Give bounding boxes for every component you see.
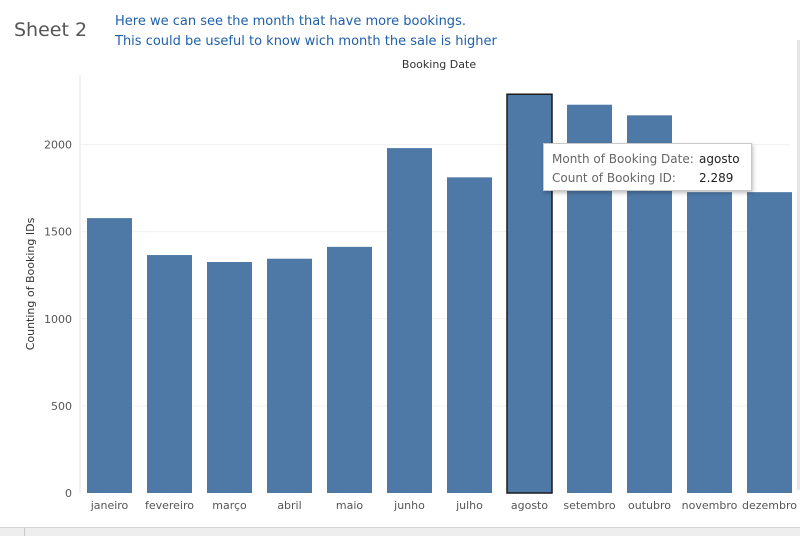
x-tick-label: julho <box>455 499 483 512</box>
x-tick-label: agosto <box>511 499 548 512</box>
tooltip-row-month: Month of Booking Date: agosto <box>552 150 743 169</box>
y-tick-label: 0 <box>65 487 72 500</box>
bar-12[interactable] <box>747 192 792 493</box>
x-tick-label: janeiro <box>90 499 129 512</box>
caption-line-1: Here we can see the month that have more… <box>115 14 466 29</box>
y-tick-label: 2000 <box>44 139 72 152</box>
x-tick-label: junho <box>393 499 425 512</box>
bars <box>87 93 792 494</box>
x-tick-label: maio <box>336 499 364 512</box>
chart-column-header: Booking Date <box>402 58 476 71</box>
y-axis-label: Counting of Booking IDs <box>24 217 37 350</box>
tooltip-month-label: Month of Booking Date: <box>552 152 694 166</box>
sheet-title: Sheet 2 <box>14 19 88 41</box>
bar-5[interactable] <box>327 246 372 493</box>
tooltip-count-value: 2.289 <box>699 171 734 185</box>
y-axis-ticks: 0 500 1000 1500 2000 <box>44 139 72 500</box>
x-tick-label: setembro <box>563 499 616 512</box>
caption-line-2: This could be useful to know wich month … <box>115 34 497 49</box>
scrollbar-edge[interactable] <box>797 40 800 490</box>
tooltip-count-label: Count of Booking ID: <box>552 171 676 185</box>
bottom-tab-strip <box>0 527 800 536</box>
x-tick-label: abril <box>277 499 301 512</box>
y-tick-label: 1000 <box>44 313 72 326</box>
tooltip-row-count: Count of Booking ID: 2.289 <box>552 169 743 188</box>
bar-4[interactable] <box>267 258 312 493</box>
chart-caption: Here we can see the month that have more… <box>115 12 497 52</box>
x-tick-label: novembro <box>682 499 738 512</box>
y-tick-label: 1500 <box>44 226 72 239</box>
x-tick-label: março <box>212 499 247 512</box>
y-tick-label: 500 <box>51 400 72 413</box>
bar-11[interactable] <box>687 192 732 493</box>
tab-divider <box>24 528 25 536</box>
x-tick-label: dezembro <box>742 499 797 512</box>
bar-3[interactable] <box>207 262 252 493</box>
bar-1[interactable] <box>87 218 132 493</box>
bar-7[interactable] <box>447 177 492 493</box>
bar-2[interactable] <box>147 255 192 493</box>
x-tick-label: fevereiro <box>145 499 194 512</box>
tooltip-month-value: agosto <box>699 152 740 166</box>
tooltip: Month of Booking Date: agosto Count of B… <box>543 143 752 191</box>
x-axis-labels: janeiro fevereiro março abril maio junho julho… <box>90 499 798 512</box>
x-tick-label: outubro <box>628 499 671 512</box>
bar-6[interactable] <box>387 148 432 494</box>
